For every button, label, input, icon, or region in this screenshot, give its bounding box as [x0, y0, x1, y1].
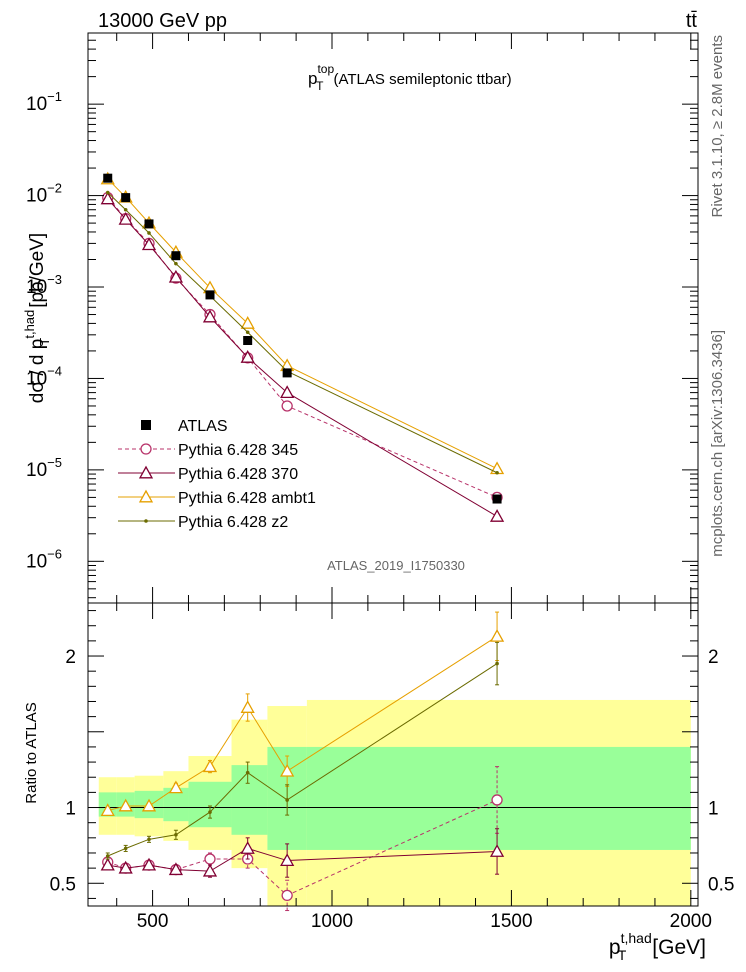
main-point-pythia-6-428-370 [280, 385, 295, 399]
ratio-band-inner [231, 765, 268, 835]
rivet-label: Rivet 3.1.10, ≥ 2.8M events [709, 35, 726, 218]
ratio-point-pythia-6-428-ambt1 [202, 759, 218, 773]
legend-label-atlas: ATLAS [178, 418, 228, 435]
ratio-point-pythia-6-428-ambt1 [280, 763, 295, 777]
ratio-ylabel: Ratio to ATLAS [23, 702, 40, 803]
main-point-atlas [121, 193, 131, 203]
main-point-atlas [243, 336, 253, 346]
ratio-ytick-label-left: 2 [65, 647, 76, 668]
main-point-pythia-6-428-z2 [105, 190, 110, 195]
ratio-point-pythia-6-428-ambt1 [118, 798, 133, 812]
ratio-band-inner [188, 781, 232, 828]
ratio-point-pythia-6-428-345 [491, 794, 503, 806]
main-ytick-label: 10−6 [26, 546, 62, 572]
ratio-point-pythia-6-428-370 [202, 863, 218, 877]
legend-marker-pythia-6-428-345 [140, 443, 152, 455]
legend-marker-pythia-6-428-ambt1 [138, 489, 154, 503]
ratio-point-pythia-6-428-370 [240, 841, 255, 854]
legend-label-pythia-6-428-370: Pythia 6.428 370 [178, 466, 298, 483]
legend-label-pythia-6-428-z2: Pythia 6.428 z2 [178, 514, 288, 531]
x-tick-label: 500 [137, 911, 169, 932]
ratio-point-pythia-6-428-ambt1 [141, 798, 157, 812]
legend-marker-atlas [141, 420, 151, 430]
legend-label-pythia-6-428-ambt1: Pythia 6.428 ambt1 [178, 490, 316, 507]
ratio-point-pythia-6-428-z2 [245, 770, 250, 775]
ratio-point-pythia-6-428-370 [100, 857, 115, 871]
main-point-atlas [144, 219, 154, 229]
ratio-point-pythia-6-428-z2 [147, 837, 151, 842]
main-point-pythia-6-428-z2 [495, 470, 499, 475]
main-ylabel: dσ / d pt,hadT[pb/GeV] [22, 233, 52, 403]
x-axis-label: pt,had T [GeV] [609, 930, 706, 963]
main-point-pythia-6-428-z2 [174, 261, 178, 266]
main-ytick-label: 10−1 [26, 89, 62, 115]
main-point-pythia-6-428-345 [281, 400, 293, 412]
main-line-pythia-6-428-370 [107, 198, 498, 517]
ratio-point-pythia-6-428-z2 [208, 810, 212, 814]
main-point-pythia-6-428-z2 [147, 231, 151, 235]
ratio-point-pythia-6-428-ambt1 [489, 628, 505, 642]
main-point-atlas [171, 251, 181, 261]
main-line-pythia-6-428-z2 [107, 192, 498, 474]
main-point-pythia-6-428-370 [100, 191, 115, 205]
ratio-point-pythia-6-428-370 [489, 844, 505, 857]
ratio-ytick-label-right: 0.5 [708, 874, 734, 895]
main-line-pythia-6-428-345 [107, 197, 498, 498]
x-tick-label: 1000 [311, 911, 353, 932]
main-point-pythia-6-428-370 [202, 309, 218, 323]
main-point-pythia-6-428-370 [118, 211, 133, 225]
main-point-pythia-6-428-z2 [123, 207, 128, 212]
header-left-label: 13000 GeV pp [98, 10, 227, 32]
ratio-ytick-label-right: 1 [708, 799, 719, 820]
ratio-panel: 0.5 0.5 1 1 2 2 500 1000 1500 2000 Ratio to ATLAS… [23, 602, 734, 963]
main-point-atlas [205, 290, 215, 300]
main-point-pythia-6-428-370 [489, 509, 505, 522]
main-point-atlas [282, 368, 292, 378]
x-tick-label: 1500 [490, 911, 532, 932]
ratio-ytick-label-right: 2 [708, 647, 719, 668]
main-point-pythia-6-428-ambt1 [240, 316, 255, 329]
ratio-line-pythia-6-428-z2 [107, 663, 498, 857]
watermark-label: ATLAS_2019_I1750330 [327, 558, 465, 573]
ratio-point-pythia-6-428-ambt1 [240, 700, 255, 713]
ratio-frame [87, 602, 699, 907]
main-point-atlas [103, 173, 113, 183]
main-title: ptop T (ATLAS semileptonic ttbar) [308, 62, 512, 93]
header-right-label: tt̄ [686, 10, 698, 32]
legend-marker-pythia-6-428-z2 [144, 519, 148, 523]
ratio-point-pythia-6-428-z2 [105, 854, 110, 858]
legend-marker-pythia-6-428-370 [138, 465, 154, 479]
ratio-point-pythia-6-428-370 [118, 860, 133, 874]
ratio-point-pythia-6-428-z2 [495, 661, 499, 666]
ratio-point-pythia-6-428-z2 [123, 846, 128, 851]
ratio-point-pythia-6-428-370 [168, 862, 184, 876]
main-line-pythia-6-428-ambt1 [107, 178, 498, 470]
ratio-point-pythia-6-428-345 [281, 889, 293, 902]
ratio-point-pythia-6-428-370 [280, 853, 295, 866]
main-ytick-label: 10−4 [26, 363, 62, 389]
main-point-pythia-6-428-370 [240, 350, 255, 363]
x-tick-label: 2000 [670, 911, 712, 932]
legend: ATLAS Pythia 6.428 345 Pythia 6.428 370 Pyt… [118, 418, 316, 531]
main-ytick-label: 10−5 [26, 455, 62, 481]
legend-label-pythia-6-428-345: Pythia 6.428 345 [178, 442, 298, 459]
main-ytick-label: 10−2 [26, 181, 62, 207]
main-point-atlas [492, 494, 502, 504]
ratio-point-pythia-6-428-370 [141, 857, 157, 871]
ratio-ytick-label-left: 1 [65, 799, 76, 820]
mcplots-label: mcplots.cern.ch [arXiv:1306.3436] [709, 330, 726, 557]
ratio-point-pythia-6-428-ambt1 [168, 780, 184, 794]
ratio-point-pythia-6-428-345 [204, 853, 216, 865]
ratio-point-pythia-6-428-ambt1 [100, 803, 115, 817]
main-point-pythia-6-428-370 [141, 237, 157, 251]
main-panel: 10−1 10−2 10−3 10−4 10−5 10−6 ptop T (ATLAS sem… [22, 32, 699, 604]
main-point-pythia-6-428-370 [168, 269, 184, 283]
ratio-point-pythia-6-428-z2 [174, 832, 178, 837]
ratio-ytick-label-left: 0.5 [50, 874, 76, 895]
main-point-pythia-6-428-z2 [245, 330, 250, 335]
ratio-line-pythia-6-428-370 [107, 847, 498, 872]
main-ytick-label: 10−3 [26, 272, 62, 298]
ratio-point-pythia-6-428-z2 [285, 798, 289, 802]
